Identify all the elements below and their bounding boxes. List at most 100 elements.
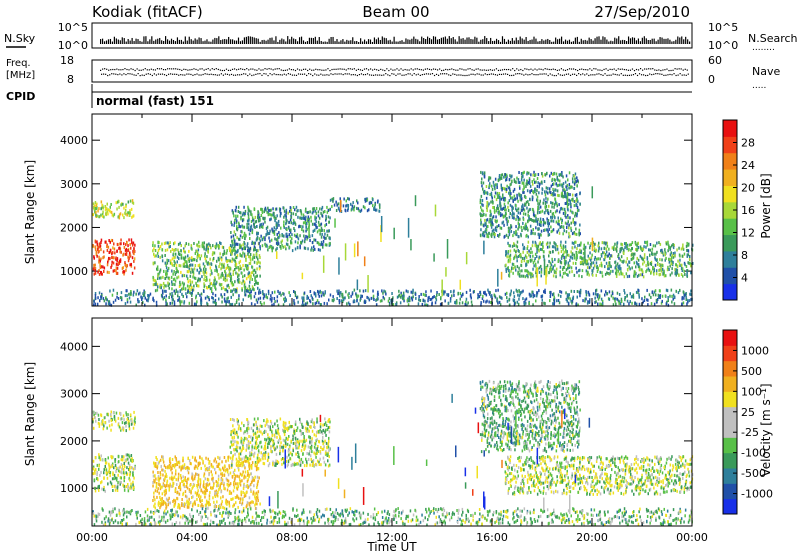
echo-cell	[544, 173, 547, 177]
nsky-bar	[407, 39, 409, 44]
echo-cell	[225, 251, 228, 255]
echo-cell	[348, 295, 350, 299]
echo-cell	[618, 300, 621, 304]
echo-cell	[320, 291, 322, 294]
freq-point	[591, 69, 593, 71]
date-title: 27/Sep/2010	[594, 3, 690, 21]
echo-cell	[534, 190, 536, 193]
echo-cell	[513, 303, 516, 307]
cpid-strip: CPID normal (fast) 151	[6, 84, 692, 108]
echo-cell	[368, 208, 370, 212]
echo-cell	[316, 299, 319, 303]
echo-cell	[579, 232, 581, 236]
echo-cell	[317, 210, 320, 214]
echo-cell	[98, 242, 101, 246]
echo-cell	[536, 177, 539, 180]
echo-cell	[272, 229, 274, 233]
echo-cell	[489, 182, 491, 186]
freq-point	[384, 69, 386, 72]
freq-point	[666, 68, 668, 70]
echo-cell	[513, 187, 516, 191]
echo-cell	[509, 174, 511, 178]
nsky-bar	[432, 36, 435, 44]
echo-cell	[628, 302, 630, 306]
echo-cell	[544, 193, 547, 197]
echo-cell	[574, 223, 576, 227]
echo-cell	[214, 285, 216, 289]
echo-cell	[505, 250, 508, 254]
echo-cell	[129, 242, 131, 246]
echo-cell	[285, 216, 287, 220]
echo-cell	[558, 301, 561, 305]
nsky-bar	[545, 39, 547, 44]
echo-cell	[268, 236, 270, 240]
echo-cell	[253, 288, 255, 292]
echo-cell	[185, 260, 187, 264]
echo-cell	[569, 202, 571, 206]
echo-cell	[596, 266, 598, 270]
echo-cell	[249, 255, 251, 259]
echo-cell	[302, 225, 304, 229]
echo-cell	[234, 252, 236, 256]
echo-cell	[297, 215, 299, 219]
nsky-bar	[651, 38, 653, 44]
echo-cell	[236, 278, 239, 282]
echo-cell	[247, 264, 249, 268]
echo-cell	[577, 303, 579, 307]
echo-cell	[548, 190, 551, 194]
echo-cell	[569, 297, 571, 301]
echo-cell	[493, 206, 495, 210]
echo-cell	[572, 174, 575, 177]
echo-cell	[485, 191, 487, 195]
nsky-bar	[253, 37, 255, 44]
echo-cell	[589, 244, 592, 247]
nsky-bar	[393, 36, 395, 44]
echo-cell	[108, 251, 110, 254]
echo-cell	[559, 273, 561, 277]
echo-cell	[212, 292, 214, 296]
echo-cell	[249, 257, 252, 261]
echo-cell	[224, 274, 227, 278]
echo-cell	[516, 265, 519, 269]
echo-cell	[320, 294, 323, 298]
echo-cell	[540, 229, 543, 233]
echo-cell	[188, 285, 191, 289]
nsky-bar	[592, 40, 594, 44]
echo-cell	[508, 244, 510, 248]
freq-trace	[100, 68, 689, 77]
echo-cell	[306, 294, 308, 298]
echo-cell	[321, 214, 324, 218]
echo-cell	[248, 217, 250, 221]
echo-cell	[652, 293, 655, 297]
nave-point	[474, 74, 476, 76]
echo-cell	[278, 233, 281, 237]
echo-cell	[422, 298, 425, 302]
nsky-bar	[641, 37, 643, 44]
echo-cell	[281, 243, 283, 247]
echo-cell	[539, 241, 541, 245]
echo-cell	[223, 293, 226, 297]
echo-cell	[603, 258, 605, 262]
nsky-bar	[371, 41, 374, 44]
echo-cell	[159, 270, 161, 274]
echo-cell	[595, 300, 597, 304]
echo-cell	[689, 261, 691, 265]
echo-cell	[254, 248, 256, 252]
echo-cell	[128, 292, 130, 296]
echo-cell	[507, 251, 509, 255]
echo-cell	[251, 257, 254, 261]
echo-cell	[513, 242, 515, 246]
freq-point	[189, 69, 191, 71]
echo-cell	[396, 295, 399, 299]
echo-cell	[495, 220, 498, 224]
echo-cell	[191, 258, 194, 262]
nave-point	[661, 73, 663, 75]
echo-cell	[347, 197, 349, 201]
echo-cell	[193, 258, 196, 262]
nave-point	[251, 74, 253, 77]
echo-cell	[285, 298, 287, 302]
echo-cell	[101, 272, 103, 276]
echo-cell	[652, 244, 655, 248]
freq-point	[404, 68, 406, 71]
echo-cell	[569, 216, 571, 220]
